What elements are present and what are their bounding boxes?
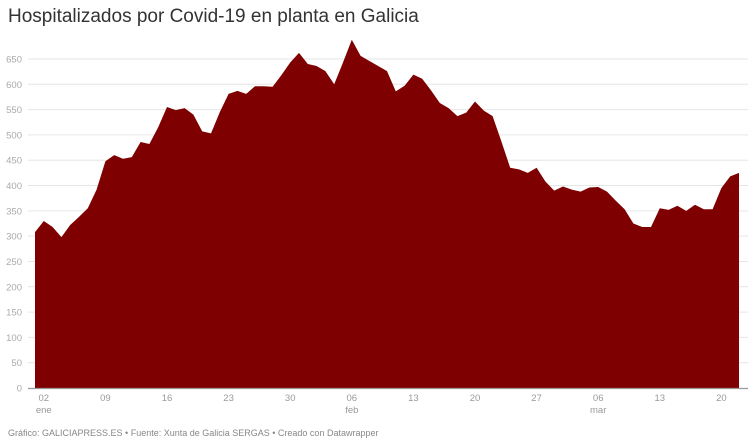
x-tick-month-label: ene	[36, 405, 52, 416]
chart-footer: Gráfico: GALICIAPRESS.ES • Fuente: Xunta…	[8, 428, 379, 438]
y-tick-label: 300	[6, 232, 22, 243]
y-axis-labels: 0 50 100 150 200 250 300 350 400 450 500 550 600 650	[6, 54, 22, 394]
chart-title: Hospitalizados por Covid-19 en planta en…	[8, 6, 419, 27]
x-tick-label: 09	[100, 393, 111, 404]
y-tick-label: 0	[17, 384, 22, 395]
y-tick-label: 200	[6, 282, 22, 293]
x-tick-label: 30	[285, 393, 296, 404]
x-tick-label: 13	[408, 393, 419, 404]
x-tick-label: 23	[223, 393, 234, 404]
y-tick-label: 100	[6, 333, 22, 344]
y-tick-label: 50	[11, 358, 22, 369]
y-tick-label: 250	[6, 257, 22, 268]
x-tick-label: 13	[655, 393, 666, 404]
y-tick-label: 400	[6, 181, 22, 192]
x-tick-label: 06	[347, 393, 358, 404]
x-tick-label: 20	[470, 393, 481, 404]
x-tick-month-label: mar	[590, 405, 606, 416]
x-tick-label: 02	[39, 393, 50, 404]
y-tick-label: 650	[6, 54, 22, 65]
x-tick-label: 06	[593, 393, 604, 404]
hospitalized-area	[35, 39, 739, 388]
y-tick-label: 150	[6, 308, 22, 319]
y-tick-label: 500	[6, 130, 22, 141]
x-tick-label: 16	[162, 393, 173, 404]
y-tick-label: 550	[6, 105, 22, 116]
x-tick-label: 20	[716, 393, 727, 404]
x-tick-label: 27	[531, 393, 542, 404]
y-tick-label: 450	[6, 156, 22, 167]
x-tick-month-label: feb	[345, 405, 358, 416]
y-tick-label: 600	[6, 80, 22, 91]
y-tick-label: 350	[6, 206, 22, 217]
